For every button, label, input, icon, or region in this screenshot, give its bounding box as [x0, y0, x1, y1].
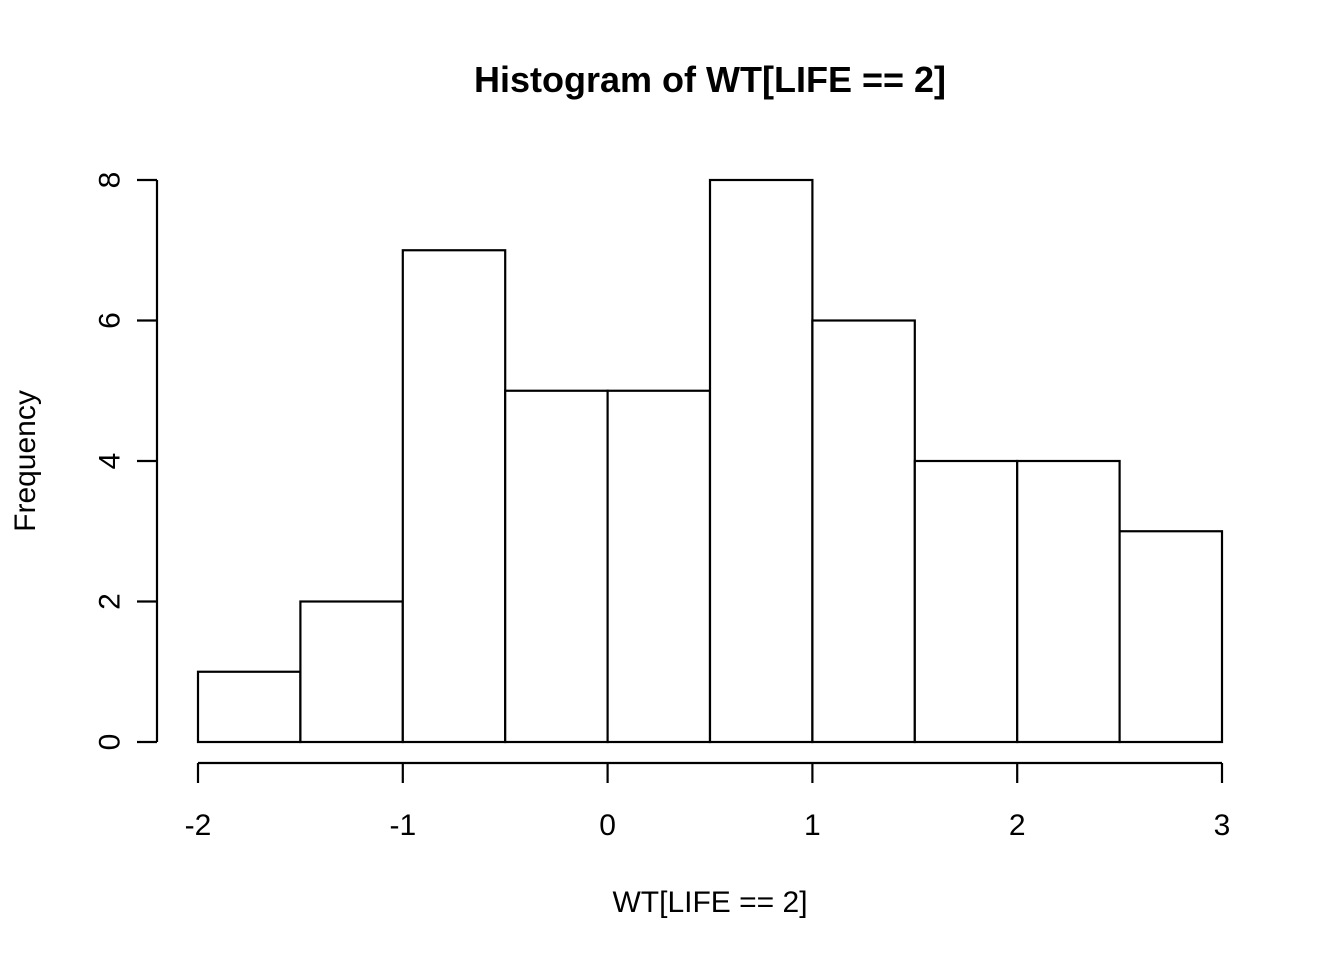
y-tick-label: 0 — [94, 734, 127, 751]
histogram-bar — [811, 319, 916, 744]
histogram-bar — [708, 178, 814, 744]
x-tick-label: 2 — [1009, 809, 1026, 842]
x-axis-label: WT[LIFE == 2] — [612, 886, 807, 919]
y-tick-label: 4 — [94, 453, 127, 470]
y-tick-label: 6 — [94, 312, 127, 329]
x-tick-label: -1 — [389, 809, 416, 842]
x-tick-label: 1 — [804, 809, 821, 842]
histogram-bar — [504, 389, 609, 744]
histogram-bar — [299, 600, 404, 744]
y-tick-label: 8 — [94, 172, 127, 189]
histogram-bar — [401, 249, 507, 744]
histogram-bar — [1118, 530, 1224, 744]
x-tick-label: 3 — [1214, 809, 1231, 842]
x-axis: -2 -1 0 1 2 3 — [185, 761, 1231, 842]
y-tick-label: 2 — [94, 593, 127, 610]
histogram-bar — [196, 670, 302, 744]
y-axis: 0 2 4 6 8 — [94, 172, 159, 751]
y-axis-label: Frequency — [9, 390, 42, 532]
bars-group — [196, 178, 1224, 744]
histogram-bar — [606, 389, 712, 744]
chart-title: Histogram of WT[LIFE == 2] — [474, 59, 946, 100]
x-tick-label: -2 — [185, 809, 212, 842]
x-tick-label: 0 — [599, 809, 616, 842]
histogram-bar — [1016, 459, 1121, 744]
histogram-bar — [913, 459, 1019, 744]
